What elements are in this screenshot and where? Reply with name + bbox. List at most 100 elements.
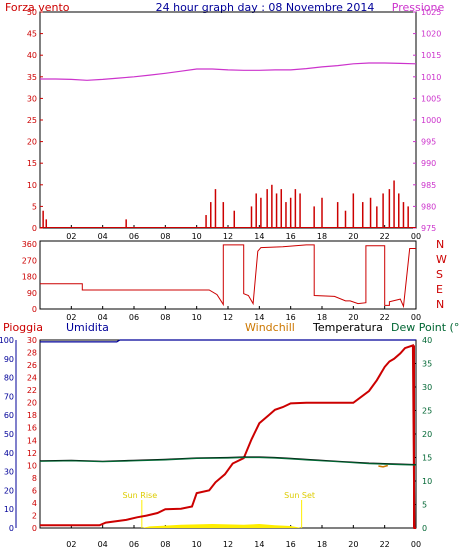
direction-ytick-180: 180 [22, 273, 37, 282]
wind-ytick-30: 30 [27, 94, 37, 103]
rain-ytick-2: 2 [32, 511, 37, 520]
temp-ytick-10: 10 [422, 477, 432, 486]
direction-compass-label: S [436, 268, 443, 281]
legend-temperature: Temperatura [312, 321, 383, 334]
rain-ytick-18: 18 [27, 411, 37, 420]
rain-ytick-6: 6 [32, 486, 37, 495]
temp-ytick-5: 5 [422, 501, 427, 510]
p3-x-tick-label-14: 14 [254, 540, 264, 549]
humidity-ytick-100: 100 [0, 336, 14, 345]
direction-ytick-90: 90 [27, 289, 37, 298]
p3-x-tick-label-18: 18 [317, 540, 327, 549]
wind-ytick-0: 0 [32, 224, 37, 233]
wind-ytick-5: 5 [32, 202, 37, 211]
wind-ytick-15: 15 [27, 159, 37, 168]
pressure-ytick-1005: 1005 [421, 94, 441, 103]
rain-ytick-8: 8 [32, 474, 37, 483]
wind-ytick-10: 10 [27, 181, 37, 190]
humidity-ytick-80: 80 [4, 374, 14, 383]
rain-temp-frame [39, 339, 417, 529]
humidity-ytick-30: 30 [4, 468, 14, 477]
p3-x-tick-label-02: 02 [66, 540, 76, 549]
wind-ytick-20: 20 [27, 138, 37, 147]
pressure-ytick-990: 990 [421, 159, 436, 168]
direction-compass-label: N [436, 238, 444, 251]
temp-ytick-40: 40 [422, 336, 432, 345]
humidity-ytick-70: 70 [4, 392, 14, 401]
p3-x-tick-label-06: 06 [129, 540, 139, 549]
pressure-ytick-1025: 1025 [421, 8, 441, 17]
legend-dewpoint: Dew Point (°C) [391, 321, 459, 334]
rain-temp-chart: 0102030405060708090100024681012141618202… [0, 336, 432, 549]
p2-x-tick-label-14: 14 [254, 313, 264, 322]
pressure-line [40, 62, 417, 81]
wind-pressure-chart: 0510152025303540455097598098599099510001… [27, 8, 442, 241]
temp-ytick-20: 20 [422, 430, 432, 439]
p2-x-tick-label-04: 04 [98, 313, 108, 322]
temp-ytick-30: 30 [422, 383, 432, 392]
p1-x-tick-label-14: 14 [254, 232, 264, 241]
p3-x-tick-label-10: 10 [192, 540, 202, 549]
p2-x-tick-label-22: 22 [380, 313, 390, 322]
p2-x-tick-label-16: 16 [286, 313, 296, 322]
wind-direction-line [40, 244, 416, 309]
p1-x-tick-label-10: 10 [192, 232, 202, 241]
rain-ytick-12: 12 [27, 449, 37, 458]
p3-x-tick-label-04: 04 [98, 540, 108, 549]
wind-pressure-frame [39, 11, 417, 229]
direction-ytick-0: 0 [32, 305, 37, 314]
p1-x-tick-label-16: 16 [286, 232, 296, 241]
wind-direction-frame [39, 240, 417, 310]
legend-humidity: Umidita [66, 321, 109, 334]
p1-x-tick-label-04: 04 [98, 232, 108, 241]
temp-ytick-0: 0 [422, 524, 427, 533]
wind-ytick-35: 35 [27, 73, 37, 82]
humidity-ytick-0: 0 [9, 524, 14, 533]
humidity-ytick-50: 50 [4, 430, 14, 439]
p3-x-tick-label-16: 16 [286, 540, 296, 549]
p2-x-tick-label-12: 12 [223, 313, 233, 322]
wind-ytick-25: 25 [27, 116, 37, 125]
p2-x-tick-label-20: 20 [348, 313, 358, 322]
temp-ytick-15: 15 [422, 454, 432, 463]
pressure-ytick-1015: 1015 [421, 51, 441, 60]
wind-axis-title: Forza vento [5, 1, 70, 14]
p2-x-tick-label-02: 02 [66, 313, 76, 322]
direction-ytick-360: 360 [22, 240, 37, 249]
pressure-ytick-1010: 1010 [421, 73, 441, 82]
p1-x-tick-label-02: 02 [66, 232, 76, 241]
rain-ytick-20: 20 [27, 399, 37, 408]
rain-ytick-30: 30 [27, 336, 37, 345]
p2-x-tick-label-10: 10 [192, 313, 202, 322]
p1-x-tick-label-08: 08 [160, 232, 170, 241]
direction-ytick-270: 270 [22, 256, 37, 265]
pressure-ytick-980: 980 [421, 202, 436, 211]
wind-ytick-40: 40 [27, 51, 37, 60]
dewpoint-line [39, 456, 417, 466]
p1-x-tick-label-18: 18 [317, 232, 327, 241]
direction-compass-label: W [436, 253, 447, 266]
wind-ytick-50: 50 [27, 8, 37, 17]
rain-ytick-16: 16 [27, 424, 37, 433]
p2-x-tick-label-08: 08 [160, 313, 170, 322]
direction-compass-label: E [436, 283, 443, 296]
pressure-ytick-975: 975 [421, 224, 436, 233]
rain-ytick-14: 14 [27, 436, 37, 445]
p1-x-tick-label-12: 12 [223, 232, 233, 241]
humidity-ytick-10: 10 [4, 505, 14, 514]
legend-rain: Pioggia [3, 321, 43, 334]
temp-ytick-25: 25 [422, 407, 432, 416]
rain-ytick-26: 26 [27, 361, 37, 370]
p2-x-tick-label-18: 18 [317, 313, 327, 322]
humidity-ytick-60: 60 [4, 411, 14, 420]
pressure-ytick-995: 995 [421, 138, 436, 147]
annotation-sun-set: Sun Set [284, 491, 315, 500]
p3-x-tick-label-00: 00 [411, 540, 421, 549]
wind-ytick-45: 45 [27, 30, 37, 39]
humidity-ytick-40: 40 [4, 449, 14, 458]
annotation-sun-rise: Sun Rise [123, 491, 158, 500]
p1-x-tick-label-22: 22 [380, 232, 390, 241]
